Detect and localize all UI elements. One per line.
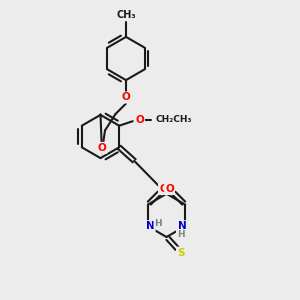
Text: H: H xyxy=(177,230,184,239)
Text: N: N xyxy=(178,221,187,231)
Text: O: O xyxy=(135,115,144,125)
Text: H: H xyxy=(154,219,162,228)
Text: O: O xyxy=(98,143,106,153)
Text: CH₂CH₃: CH₂CH₃ xyxy=(156,115,192,124)
Text: S: S xyxy=(177,248,184,258)
Text: O: O xyxy=(122,92,130,103)
Text: N: N xyxy=(146,221,154,231)
Text: O: O xyxy=(159,184,168,194)
Text: CH₃: CH₃ xyxy=(116,10,136,20)
Text: O: O xyxy=(165,184,174,194)
